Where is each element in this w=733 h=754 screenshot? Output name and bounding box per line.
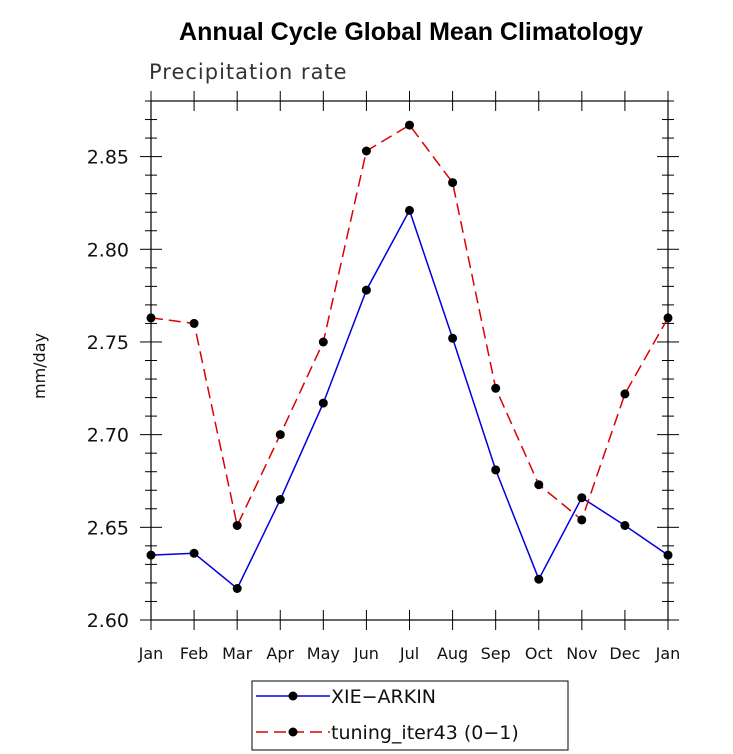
x-tick-label: Oct bbox=[525, 644, 553, 663]
legend-label-tuning-iter43: tuning_iter43 (0−1) bbox=[331, 722, 519, 744]
data-point-series-0 bbox=[189, 548, 199, 558]
legend-marker-xie-arkin bbox=[288, 691, 298, 701]
plot-border bbox=[150, 100, 669, 621]
x-tick-label: Nov bbox=[566, 644, 597, 663]
data-point-series-1 bbox=[491, 383, 501, 393]
data-point-series-0 bbox=[577, 493, 587, 503]
x-tick-label: Feb bbox=[180, 644, 208, 663]
data-point-series-1 bbox=[189, 318, 199, 328]
data-point-series-0 bbox=[232, 584, 242, 593]
x-tick-label: Dec bbox=[609, 644, 640, 663]
data-point-series-1 bbox=[405, 120, 414, 130]
x-tick-label: Jun bbox=[353, 644, 379, 663]
y-axis: 2.60 2.65 2.70 2.75 2.80 2.85 bbox=[87, 100, 679, 632]
data-point-series-1 bbox=[620, 389, 630, 399]
series-line-1 bbox=[150, 124, 669, 528]
legend-label-xie-arkin: XIE−ARKIN bbox=[331, 686, 436, 708]
legend-marker-tuning-iter43 bbox=[288, 727, 298, 737]
data-point-series-1 bbox=[577, 515, 587, 525]
x-axis: Jan Feb Mar Apr May Jun Jul Aug Sep Oct Nov Dec Jan bbox=[138, 91, 681, 663]
legend: XIE−ARKIN tuning_iter43 (0−1) bbox=[251, 680, 569, 751]
y-tick-label: 2.80 bbox=[87, 239, 129, 261]
data-point-series-0 bbox=[146, 550, 156, 560]
data-point-series-1 bbox=[275, 430, 285, 440]
data-point-series-0 bbox=[448, 333, 458, 343]
data-point-series-1 bbox=[448, 178, 458, 188]
x-tick-label: Aug bbox=[437, 644, 468, 663]
plot-frame bbox=[150, 100, 669, 621]
data-point-series-0 bbox=[491, 465, 501, 475]
chart-title: Annual Cycle Global Mean Climatology bbox=[179, 18, 643, 46]
data-point-series-1 bbox=[663, 313, 673, 323]
data-point-series-0 bbox=[275, 495, 285, 504]
data-point-series-0 bbox=[534, 574, 544, 584]
data-point-series-1 bbox=[318, 337, 328, 347]
x-tick-label: Sep bbox=[481, 644, 511, 663]
data-point-series-0 bbox=[361, 285, 371, 295]
y-axis-label: mm/day bbox=[30, 333, 49, 399]
series-layer bbox=[146, 120, 673, 593]
y-tick-label: 2.70 bbox=[87, 425, 129, 447]
chart-subtitle: Precipitation rate bbox=[149, 60, 348, 84]
y-tick-label: 2.85 bbox=[87, 147, 129, 169]
data-point-series-0 bbox=[405, 205, 414, 215]
y-tick-label: 2.60 bbox=[87, 610, 129, 632]
data-point-series-1 bbox=[534, 480, 544, 490]
legend-box bbox=[251, 680, 569, 751]
x-tick-label: May bbox=[307, 644, 340, 663]
data-point-series-0 bbox=[318, 398, 328, 408]
series-line-0 bbox=[150, 208, 669, 590]
x-tick-label: Apr bbox=[266, 644, 294, 663]
x-tick-label: Jul bbox=[399, 644, 419, 663]
data-point-series-1 bbox=[361, 146, 371, 156]
data-point-series-1 bbox=[146, 313, 156, 323]
x-tick-label: Jan bbox=[655, 644, 681, 663]
data-point-series-0 bbox=[620, 521, 630, 530]
data-point-series-1 bbox=[232, 521, 242, 530]
x-tick-label: Jan bbox=[138, 644, 164, 663]
y-tick-label: 2.65 bbox=[87, 517, 129, 539]
data-point-series-0 bbox=[663, 550, 673, 560]
x-tick-label: Mar bbox=[222, 644, 253, 663]
y-tick-label: 2.75 bbox=[87, 332, 129, 354]
